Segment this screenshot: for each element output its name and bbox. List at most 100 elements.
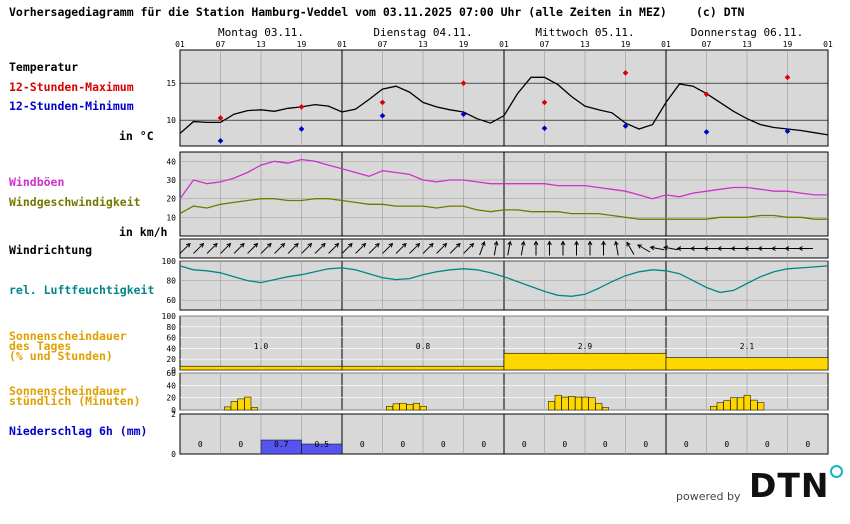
wind-arrow-head <box>239 242 245 248</box>
wind-arrow <box>479 241 485 256</box>
sunshine-hours-label: 2.1 <box>740 342 755 351</box>
min-temp-marker <box>622 123 629 129</box>
precip-value-label: 0 <box>441 440 446 449</box>
sunshine-hour-bar <box>413 402 420 411</box>
max-temp-marker <box>541 99 548 106</box>
wind-arrow-head <box>533 240 539 246</box>
sunshine-hour-bar <box>602 407 609 411</box>
dtn-logo: powered by DTN <box>676 462 846 505</box>
y-tick-label: 30 <box>166 176 176 185</box>
wind-arrow <box>409 243 420 254</box>
wind-arrow-head <box>481 240 486 246</box>
precip-value-label: 0 <box>603 440 608 449</box>
precip-value-label: 0 <box>562 440 567 449</box>
max-temp-marker <box>703 91 710 98</box>
precip-value-label: 0 <box>238 440 243 449</box>
logo-dot <box>830 465 843 478</box>
wind-arrow-head <box>469 242 475 248</box>
wind-arrow <box>493 241 498 256</box>
wind-arrow-head <box>442 242 448 248</box>
hour-tick-label: 01 <box>661 40 671 49</box>
label-gust: Windböen <box>9 175 65 189</box>
y-tick-label: 100 <box>162 312 177 321</box>
hour-tick-label: 01 <box>823 40 833 49</box>
sunshine-hour-bar <box>595 402 603 411</box>
sunshine-day-bar <box>665 357 829 371</box>
label-temperature: Temperatur <box>9 60 79 74</box>
wind-arrow-head <box>757 246 763 251</box>
wind-arrow-head <box>507 240 512 246</box>
wind-arrow-head <box>493 240 499 246</box>
wind-arrow-head <box>676 246 682 251</box>
y-tick-label: 20 <box>166 394 176 403</box>
wind-arrow-head <box>730 246 736 251</box>
wind-arrow <box>664 246 678 251</box>
wind-arrow-head <box>626 241 631 247</box>
wind-arrow <box>355 243 366 254</box>
hour-tick-label: 13 <box>256 40 266 49</box>
wind-arrow-head <box>649 245 655 251</box>
temperature-line <box>179 76 829 136</box>
wind-arrow-head <box>415 242 421 248</box>
sunshine-hour-bar <box>723 400 731 411</box>
sunshine-hour-bar <box>386 406 393 411</box>
sunshine-day-bar <box>503 352 667 371</box>
sunshine-hour-bar <box>406 404 414 411</box>
wind-arrow <box>637 244 651 253</box>
hour-tick-label: 19 <box>783 40 793 49</box>
y-tick-label: 15 <box>166 79 176 88</box>
max-temp-marker <box>217 115 224 121</box>
label-wind: Windgeschwindigkeit <box>9 195 141 209</box>
sunshine-hour-bar <box>561 396 569 411</box>
wind-arrow-head <box>587 240 593 246</box>
hour-tick-label: 19 <box>621 40 631 49</box>
wind-arrow-head <box>614 240 619 246</box>
wind-arrow-head <box>689 246 695 251</box>
sunshine-hour-bar <box>730 397 738 411</box>
sunshine-hour-bar <box>554 394 562 411</box>
wind-arrow <box>260 243 272 254</box>
sunshine-hour-bar <box>392 403 400 411</box>
wind-arrow <box>368 243 380 254</box>
hour-tick-label: 07 <box>540 40 550 49</box>
wind-arrow <box>463 243 474 254</box>
y-tick-label: 0 <box>171 406 176 415</box>
sunshine-hour-bar <box>244 396 252 411</box>
wind-arrow <box>449 243 461 254</box>
y-tick-label: 2 <box>171 410 176 419</box>
sunshine-hours-label: 0.8 <box>416 342 431 351</box>
hour-tick-label: 13 <box>742 40 752 49</box>
wind-arrow <box>507 241 511 256</box>
wind-speed-line <box>179 198 828 220</box>
wind-arrow-head <box>455 242 461 248</box>
wind-arrow <box>615 241 619 256</box>
precip-value-label: 0 <box>198 440 203 449</box>
precip-value-label: 0 <box>684 440 689 449</box>
hour-tick-label: 07 <box>702 40 712 49</box>
wind-arrow-head <box>560 240 566 246</box>
sunshine-hour-bar <box>224 406 231 411</box>
wind-arrow-head <box>797 246 803 251</box>
sunshine-hour-bar <box>737 397 744 411</box>
hour-tick-label: 01 <box>175 40 185 49</box>
min-temp-marker <box>379 112 386 119</box>
y-tick-label: 20 <box>166 355 176 364</box>
sunshine-hour-bar <box>743 394 751 411</box>
wind-arrow-head <box>307 242 313 248</box>
hour-tick-label: 07 <box>216 40 226 49</box>
wind-arrow <box>287 243 299 254</box>
label-temp-unit: in °C <box>119 129 154 143</box>
precip-value-label: 0.5 <box>315 440 330 449</box>
wind-arrow <box>233 243 245 254</box>
label-humidity: rel. Luftfeuchtigkeit <box>9 283 155 297</box>
wind-arrow-head <box>770 246 776 251</box>
y-tick-label: 40 <box>166 381 176 390</box>
sunshine-hour-bar <box>399 402 407 411</box>
hour-tick-label: 07 <box>378 40 388 49</box>
wind-arrow <box>247 243 258 254</box>
wind-arrow-head <box>574 240 579 246</box>
y-tick-label: 10 <box>166 213 176 222</box>
y-tick-label: 0 <box>171 366 176 375</box>
powered-by-text: powered by <box>676 490 741 503</box>
